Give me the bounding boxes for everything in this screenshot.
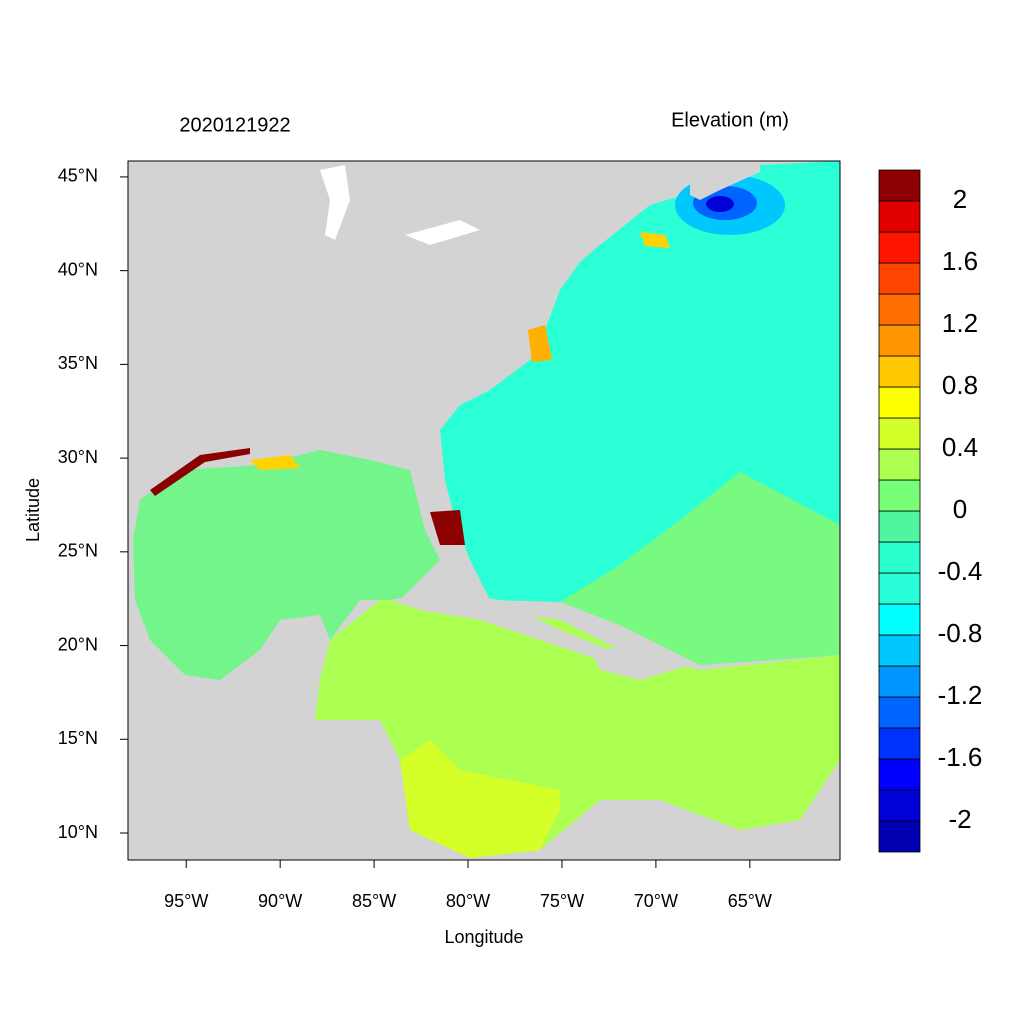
colorbar-label: -1.2 [938,680,983,710]
map-field [128,161,840,860]
colorbar-title: Elevation (m) [671,109,789,131]
x-tick-label: 95°W [164,891,208,911]
long-island-high [640,232,670,248]
nova-scotia [690,165,760,200]
colorbar-label: 0.4 [942,432,978,462]
x-tick-label: 65°W [728,891,772,911]
colorbar-label: 0.8 [942,370,978,400]
colorbar-label: 1.2 [942,308,978,338]
colorbar-box [878,820,921,853]
hispaniola [590,645,690,680]
colorbar-box [878,510,921,543]
y-tick-label: 40°N [58,259,98,279]
colorbar-box [878,479,921,512]
colorbar-box [878,572,921,605]
gulf-coast-high [250,455,300,470]
colorbar-box [878,169,921,202]
colorbar-box [878,758,921,791]
colorbar-label: 1.6 [942,246,978,276]
great-lakes-2 [405,220,480,245]
y-tick-label: 30°N [58,447,98,467]
x-tick-label: 90°W [258,891,302,911]
colorbar-box [878,324,921,357]
cuba [390,590,610,660]
florida-flood [430,510,465,545]
coast-flood [150,448,250,496]
colorbar-box [878,355,921,388]
colorbar-box [878,200,921,233]
colorbar-box [878,789,921,822]
x-tick-label: 80°W [446,891,490,911]
chesapeake-high [528,325,552,362]
y-tick-label: 35°N [58,353,98,373]
colorbar-label: -0.4 [938,556,983,586]
y-tick-label: 45°N [58,166,98,186]
colorbar-box [878,603,921,636]
gulf [133,450,440,680]
colorbar-box [878,293,921,326]
colorbar-box [878,262,921,295]
x-axis-label: Longitude [444,927,523,947]
colorbar-label: 0 [953,494,967,524]
colorbar-box [878,727,921,760]
colorbar-box [878,541,921,574]
colorbar-label: -2 [948,804,971,834]
colorbar-box [878,696,921,729]
great-lakes [320,165,350,240]
colorbar-box [878,386,921,419]
x-tick-label: 85°W [352,891,396,911]
colorbar-box [878,417,921,450]
x-tick-label: 75°W [540,891,584,911]
colorbar-box [878,665,921,698]
y-tick-label: 20°N [58,634,98,654]
y-axis-label: Latitude [23,478,43,542]
colorbar-box [878,448,921,481]
colorbar-box [878,634,921,667]
colorbar-box [878,231,921,264]
low-inner [706,196,734,212]
x-tick-label: 70°W [634,891,678,911]
atlantic-south [560,472,840,665]
colorbar-label: -0.8 [938,618,983,648]
caribbean-south [400,740,560,858]
colorbar-label: -1.6 [938,742,983,772]
plot-frame [127,160,841,861]
colorbar-label: 2 [953,184,967,214]
y-tick-label: 15°N [58,728,98,748]
y-tick-label: 25°N [58,541,98,561]
map-title: 2020121922 [179,114,290,136]
y-tick-label: 10°N [58,822,98,842]
